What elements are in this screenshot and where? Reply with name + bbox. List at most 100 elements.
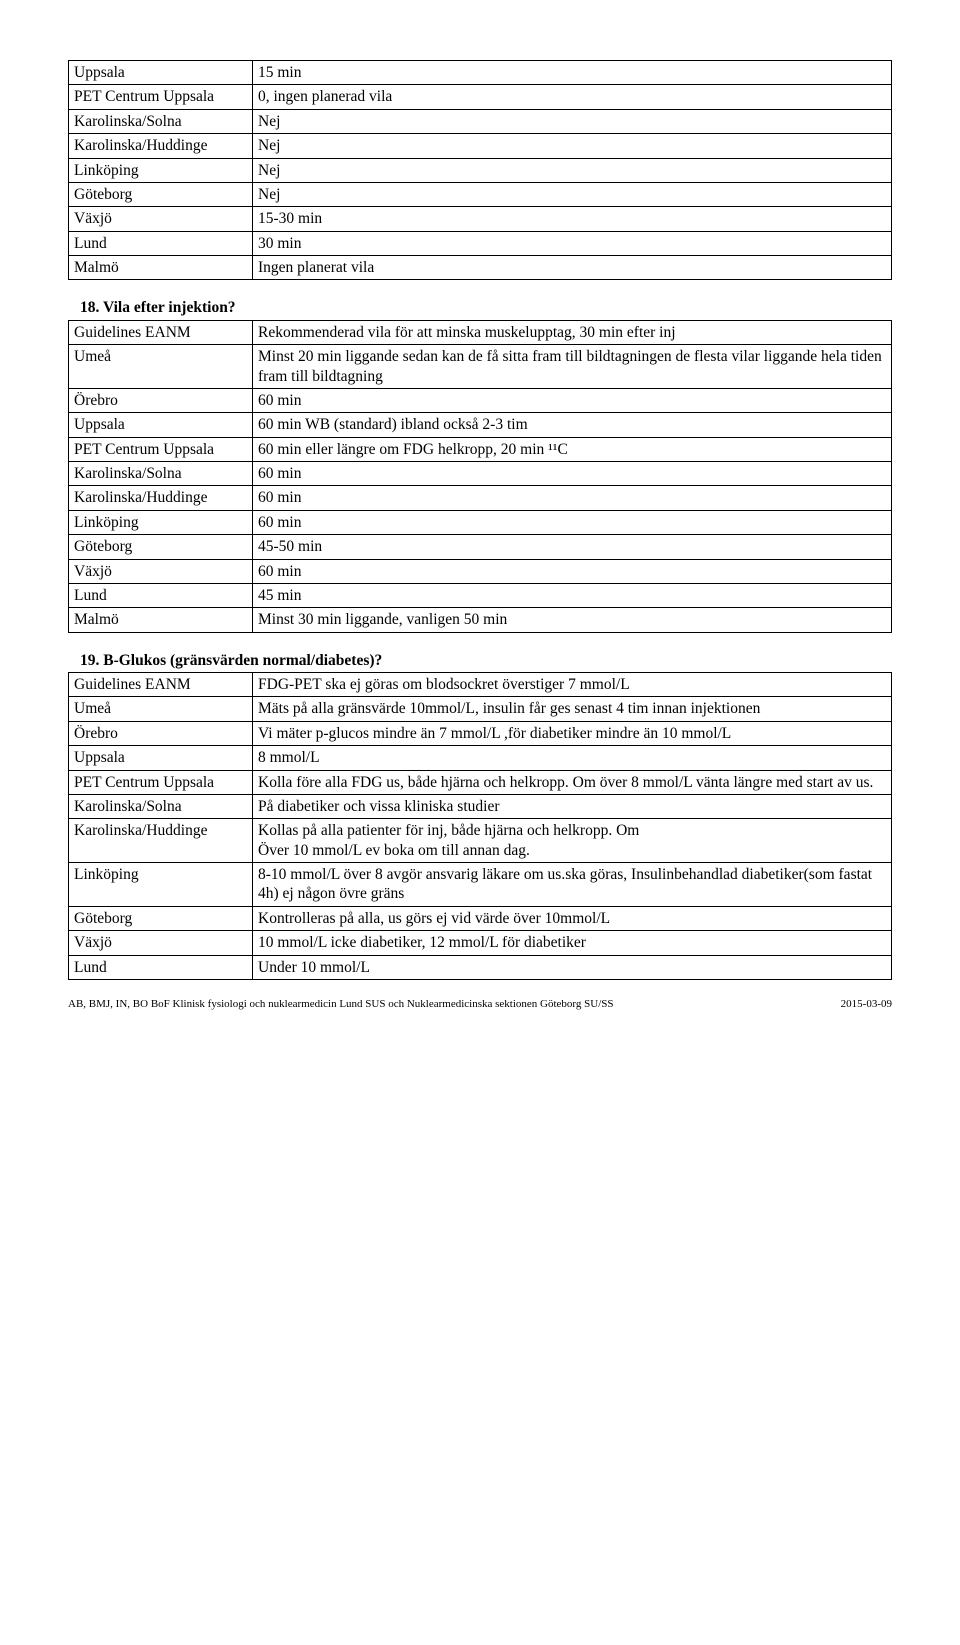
site-cell: PET Centrum Uppsala [69,85,253,109]
site-cell: Växjö [69,207,253,231]
table-19: Guidelines EANM FDG-PET ska ej göras om … [68,672,892,980]
section-19-heading: 19. B-Glukos (gränsvärden normal/diabete… [80,651,892,670]
table-row: Örebro60 min [69,388,892,412]
site-cell: Karolinska/Solna [69,794,253,818]
table-17-continuation: Uppsala15 minPET Centrum Uppsala0, ingen… [68,60,892,280]
site-cell: Lund [69,231,253,255]
value-cell: 30 min [253,231,892,255]
table-row: Uppsala60 min WB (standard) ibland också… [69,413,892,437]
value-cell: 45-50 min [253,535,892,559]
table-row: Uppsala15 min [69,61,892,85]
site-cell: Uppsala [69,61,253,85]
value-cell: 10 mmol/L icke diabetiker, 12 mmol/L för… [253,931,892,955]
site-cell: Karolinska/Huddinge [69,486,253,510]
site-cell: Örebro [69,388,253,412]
value-cell: FDG-PET ska ej göras om blodsockret över… [253,673,892,697]
value-cell: Under 10 mmol/L [253,955,892,979]
site-cell: PET Centrum Uppsala [69,770,253,794]
table-row: ÖrebroVi mäter p-glucos mindre än 7 mmol… [69,721,892,745]
site-cell: Karolinska/Solna [69,462,253,486]
table-row: LinköpingNej [69,158,892,182]
table-row: MalmöMinst 30 min liggande, vanligen 50 … [69,608,892,632]
value-cell: Vi mäter p-glucos mindre än 7 mmol/L ,fö… [253,721,892,745]
site-cell: Guidelines EANM [69,320,253,344]
table-row: Karolinska/SolnaPå diabetiker och vissa … [69,794,892,818]
value-cell: Rekommenderad vila för att minska muskel… [253,320,892,344]
table-row: Lund45 min [69,583,892,607]
value-cell: 60 min [253,388,892,412]
value-cell: Nej [253,109,892,133]
value-cell: På diabetiker och vissa kliniska studier [253,794,892,818]
table-row: MalmöIngen planerat vila [69,256,892,280]
site-cell: Örebro [69,721,253,745]
site-cell: Lund [69,955,253,979]
table-row: LundUnder 10 mmol/L [69,955,892,979]
site-cell: Karolinska/Huddinge [69,819,253,863]
value-cell: Mäts på alla gränsvärde 10mmol/L, insuli… [253,697,892,721]
table-row: Karolinska/HuddingeNej [69,134,892,158]
table-row: Linköping8-10 mmol/L över 8 avgör ansvar… [69,863,892,907]
site-cell: Karolinska/Huddinge [69,134,253,158]
site-cell: Umeå [69,697,253,721]
value-cell: Kollas på alla patienter för inj, både h… [253,819,892,863]
site-cell: Linköping [69,863,253,907]
value-cell: 60 min [253,462,892,486]
value-cell: 8 mmol/L [253,746,892,770]
site-cell: Växjö [69,931,253,955]
value-cell: Kolla före alla FDG us, både hjärna och … [253,770,892,794]
table-row: Växjö60 min [69,559,892,583]
table-row: PET Centrum Uppsala60 min eller längre o… [69,437,892,461]
site-cell: Göteborg [69,906,253,930]
site-cell: Uppsala [69,746,253,770]
value-cell: Kontrolleras på alla, us görs ej vid vär… [253,906,892,930]
site-cell: Malmö [69,256,253,280]
site-cell: Lund [69,583,253,607]
site-cell: Karolinska/Solna [69,109,253,133]
table-row: Växjö15-30 min [69,207,892,231]
value-cell: 60 min eller längre om FDG helkropp, 20 … [253,437,892,461]
site-cell: Umeå [69,345,253,389]
value-cell: 8-10 mmol/L över 8 avgör ansvarig läkare… [253,863,892,907]
value-cell: Nej [253,182,892,206]
section-18-heading: 18. Vila efter injektion? [80,298,892,317]
value-cell: 0, ingen planerad vila [253,85,892,109]
table-row: Uppsala8 mmol/L [69,746,892,770]
site-cell: Malmö [69,608,253,632]
value-cell: Minst 20 min liggande sedan kan de få si… [253,345,892,389]
value-cell: 60 min WB (standard) ibland också 2-3 ti… [253,413,892,437]
value-cell: 15-30 min [253,207,892,231]
table-row: Göteborg45-50 min [69,535,892,559]
site-cell: Linköping [69,510,253,534]
table-row: Karolinska/Solna60 min [69,462,892,486]
value-cell: 60 min [253,486,892,510]
footer-right-date: 2015-03-09 [841,998,892,1012]
value-cell: Nej [253,158,892,182]
table-row: Linköping60 min [69,510,892,534]
table-row: Guidelines EANM FDG-PET ska ej göras om … [69,673,892,697]
table-row: Göteborg Kontrolleras på alla, us görs e… [69,906,892,930]
site-cell: Guidelines EANM [69,673,253,697]
site-cell: PET Centrum Uppsala [69,437,253,461]
site-cell: Växjö [69,559,253,583]
table-row: Växjö10 mmol/L icke diabetiker, 12 mmol/… [69,931,892,955]
table-row: UmeåMinst 20 min liggande sedan kan de f… [69,345,892,389]
table-row: PET Centrum Uppsala0, ingen planerad vil… [69,85,892,109]
value-cell: 60 min [253,559,892,583]
value-cell: 45 min [253,583,892,607]
footer-left-text: AB, BMJ, IN, BO BoF Klinisk fysiologi oc… [68,998,614,1012]
table-row: Karolinska/Huddinge60 min [69,486,892,510]
table-row: Karolinska/SolnaNej [69,109,892,133]
value-cell: 15 min [253,61,892,85]
site-cell: Uppsala [69,413,253,437]
value-cell: Nej [253,134,892,158]
table-18: Guidelines EANMRekommenderad vila för at… [68,320,892,633]
table-row: UmeåMäts på alla gränsvärde 10mmol/L, in… [69,697,892,721]
value-cell: 60 min [253,510,892,534]
table-row: Karolinska/HuddingeKollas på alla patien… [69,819,892,863]
value-cell: Minst 30 min liggande, vanligen 50 min [253,608,892,632]
table-row: PET Centrum UppsalaKolla före alla FDG u… [69,770,892,794]
value-cell: Ingen planerat vila [253,256,892,280]
site-cell: Göteborg [69,182,253,206]
table-row: Lund30 min [69,231,892,255]
site-cell: Göteborg [69,535,253,559]
